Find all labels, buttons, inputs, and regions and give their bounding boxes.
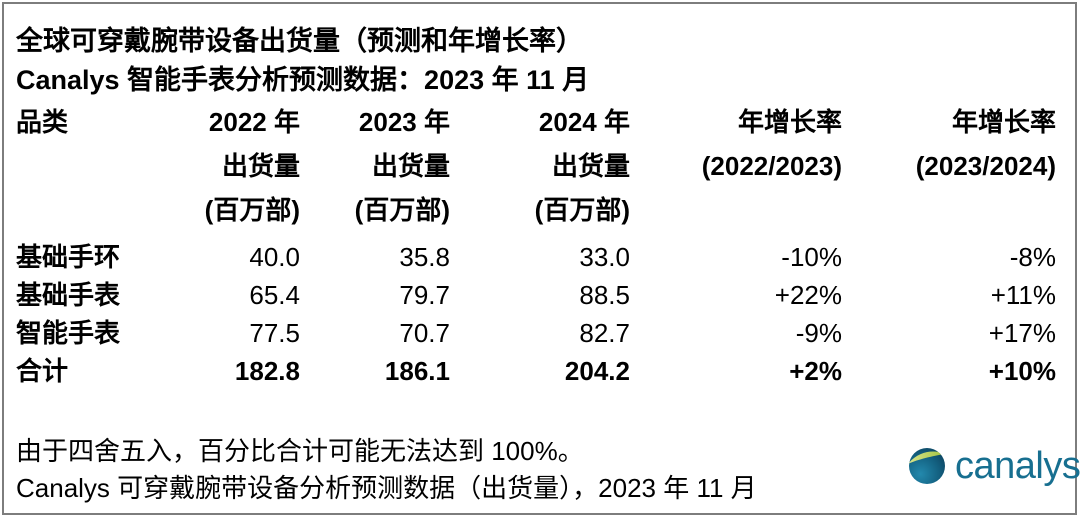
cell-2022-shipments: 182.8	[234, 356, 300, 386]
col-header-metric: 出货量	[221, 151, 300, 181]
col-header-category-label: 品类	[16, 107, 69, 137]
cell-2023-shipments: 35.8	[399, 242, 450, 272]
shipment-table: 品类 2022 年 出货量 (百万部) 2023 年 出货量 (百万部) 202…	[16, 100, 1056, 390]
table-row-smartwatch: 智能手表 77.5 70.7 82.7 -9% +17%	[16, 314, 1056, 352]
canalys-wordmark: canalys	[955, 445, 1080, 487]
cell-2022-shipments: 77.5	[249, 318, 300, 348]
col-header-growth-2022-2023: 年增长率 (2022/2023)	[630, 100, 842, 238]
cell-2024-shipments: 33.0	[579, 242, 630, 272]
table-row-basic-watch: 基础手表 65.4 79.7 88.5 +22% +11%	[16, 276, 1056, 314]
col-header-growth-2023-2024: 年增长率 (2023/2024)	[842, 100, 1056, 238]
col-header-metric: 出货量	[371, 151, 450, 181]
figure-subtitle: Canalys 智能手表分析预测数据：2023 年 11 月	[16, 65, 590, 95]
cell-growth-2023-2024: +11%	[990, 280, 1056, 310]
table-row-total: 合计 182.8 186.1 204.2 +2% +10%	[16, 352, 1056, 390]
row-category: 智能手表	[16, 318, 121, 348]
row-category: 基础手表	[16, 280, 121, 310]
cell-2023-shipments: 79.7	[399, 280, 450, 310]
footnotes: 由于四舍五入，百分比合计可能无法达到 100%。 Canalys 可穿戴腕带设备…	[16, 433, 757, 507]
cell-2022-shipments: 65.4	[249, 280, 300, 310]
cell-growth-2023-2024: +10%	[988, 356, 1056, 386]
col-header-year: 2023 年	[358, 107, 450, 137]
col-header-2022-shipments: 2022 年 出货量 (百万部)	[192, 100, 300, 238]
col-header-unit: (百万部)	[354, 195, 450, 225]
col-header-2023-shipments: 2023 年 出货量 (百万部)	[300, 100, 450, 238]
cell-growth-2022-2023: +2%	[789, 356, 842, 386]
col-header-category: 品类	[16, 100, 192, 238]
canalys-globe-icon	[909, 448, 945, 484]
cell-2024-shipments: 204.2	[564, 356, 630, 386]
header-row: 品类 2022 年 出货量 (百万部) 2023 年 出货量 (百万部) 202…	[16, 100, 1056, 238]
cell-growth-2022-2023: +22%	[774, 280, 842, 310]
row-category: 合计	[16, 356, 69, 386]
footnote-rounding: 由于四舍五入，百分比合计可能无法达到 100%。	[16, 436, 584, 466]
col-header-unit: (百万部)	[534, 195, 630, 225]
table-row-basic-band: 基础手环 40.0 35.8 33.0 -10% -8%	[16, 238, 1056, 276]
cell-growth-2023-2024: -8%	[1009, 242, 1056, 272]
col-header-growth-period: (2022/2023)	[701, 151, 842, 181]
footnote-source: Canalys 可穿戴腕带设备分析预测数据（出货量），2023 年 11 月	[16, 473, 757, 503]
col-header-growth-period: (2023/2024)	[915, 151, 1056, 181]
cell-2024-shipments: 82.7	[579, 318, 630, 348]
col-header-growth-label: 年增长率	[737, 107, 842, 137]
cell-2024-shipments: 88.5	[579, 280, 630, 310]
figure-title: 全球可穿戴腕带设备出货量（预测和年增长率）	[16, 26, 583, 56]
cell-2023-shipments: 186.1	[384, 356, 450, 386]
col-header-metric: 出货量	[551, 151, 630, 181]
col-header-2024-shipments: 2024 年 出货量 (百万部)	[450, 100, 630, 238]
cell-2022-shipments: 40.0	[249, 242, 300, 272]
row-category: 基础手环	[16, 242, 121, 272]
cell-growth-2022-2023: -9%	[795, 318, 842, 348]
cell-growth-2023-2024: +17%	[988, 318, 1056, 348]
col-header-year: 2022 年	[208, 107, 300, 137]
cell-growth-2022-2023: -10%	[781, 242, 842, 272]
cell-2023-shipments: 70.7	[399, 318, 450, 348]
col-header-year: 2024 年	[538, 107, 630, 137]
canalys-logo: canalys	[908, 444, 1080, 488]
col-header-unit: (百万部)	[204, 195, 300, 225]
col-header-growth-label: 年增长率	[951, 107, 1056, 137]
